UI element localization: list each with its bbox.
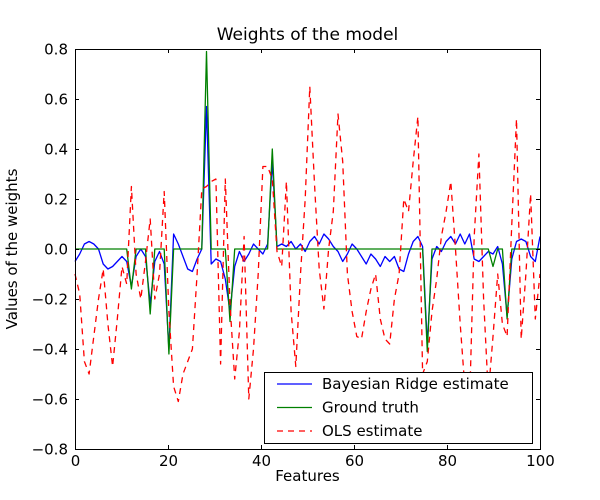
y-tick-label: 0.4 bbox=[44, 141, 68, 159]
series-line-0 bbox=[74, 105, 541, 350]
y-tick-label: 0.6 bbox=[44, 91, 68, 109]
y-tick-label: −0.4 bbox=[32, 341, 68, 359]
x-tick-label: 100 bbox=[526, 452, 555, 470]
legend-label-bayesian-ridge: Bayesian Ridge estimate bbox=[322, 375, 509, 393]
x-tick-label: 0 bbox=[71, 452, 81, 470]
y-tick-label: −0.8 bbox=[32, 441, 68, 459]
legend-label-ols: OLS estimate bbox=[322, 422, 422, 440]
chart-title: Weights of the model bbox=[217, 25, 399, 45]
legend-label-ground-truth: Ground truth bbox=[322, 399, 419, 417]
x-tick-label: 40 bbox=[252, 452, 271, 470]
series-line-1 bbox=[75, 50, 540, 355]
x-axis-label: Features bbox=[275, 467, 340, 485]
y-tick-label: 0.0 bbox=[44, 241, 68, 259]
y-tick-label: −0.6 bbox=[32, 391, 68, 409]
y-axis-label: Values of the weights bbox=[3, 168, 21, 329]
axes: 0 20 40 60 80 100 −0.8 −0.6 −0.4 −0.2 0.0 0.2 0.4 0.6… bbox=[32, 41, 555, 471]
y-tick-label: 0.2 bbox=[44, 191, 68, 209]
x-tick-label: 20 bbox=[159, 452, 178, 470]
y-tick-label: −0.2 bbox=[32, 291, 68, 309]
x-tick-label: 60 bbox=[345, 452, 364, 470]
plot-lines bbox=[74, 50, 541, 408]
legend: Bayesian Ridge estimate Ground truth OLS… bbox=[264, 372, 533, 444]
x-tick-label: 80 bbox=[438, 452, 457, 470]
y-tick-label: 0.8 bbox=[44, 41, 68, 59]
